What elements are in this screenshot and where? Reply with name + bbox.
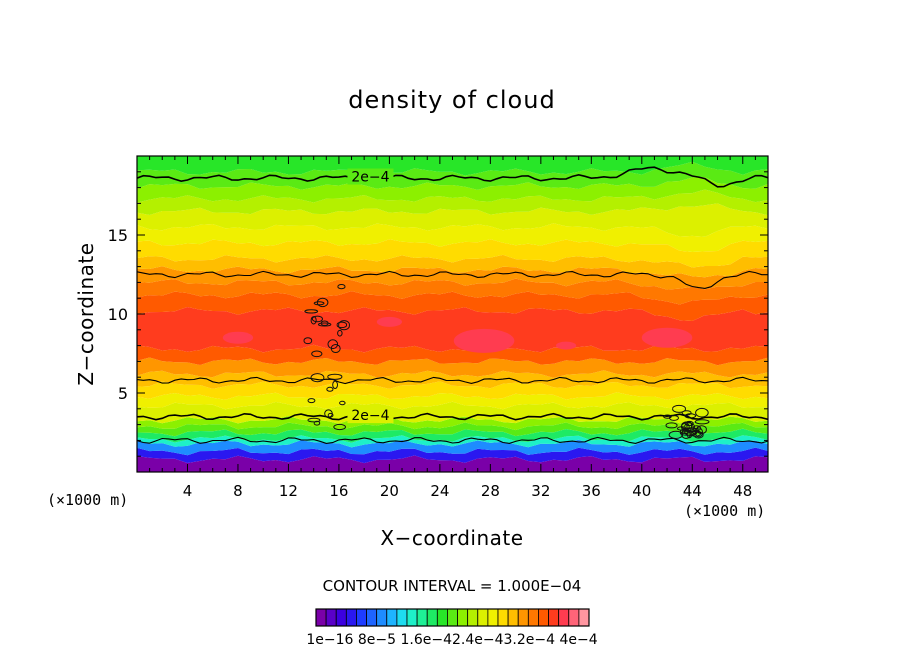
colorbar-swatch (315, 608, 327, 627)
colorbar-swatch (416, 608, 428, 627)
colorbar-swatch (396, 608, 408, 627)
colorbar-swatch (457, 608, 469, 627)
heatmap-core-blob (376, 316, 403, 327)
colorbar-swatch (507, 608, 519, 627)
colorbar-swatch (386, 608, 398, 627)
y-tick-label: 15 (108, 226, 128, 245)
colorbar-swatch (325, 608, 337, 627)
x-tick-label: 20 (380, 482, 399, 500)
x-tick-label: 40 (632, 482, 651, 500)
x-unit-left: (×1000 m) (47, 491, 129, 509)
contour-line (137, 412, 768, 421)
heatmap-band (137, 254, 768, 278)
x-axis-label: X−coordinate (380, 526, 524, 550)
heatmap-band (137, 428, 768, 443)
contour-line (137, 166, 768, 188)
x-tick-label: 36 (582, 482, 601, 500)
heatmap-band (137, 455, 768, 472)
heatmap-band (137, 156, 768, 176)
x-tick-label: 12 (279, 482, 298, 500)
heatmap-band (137, 370, 768, 389)
contour-scribble (663, 404, 710, 439)
colorbar-swatch (568, 608, 580, 627)
contour-label-bg (347, 407, 394, 424)
heatmap-band (137, 357, 768, 378)
contour-interval-text: CONTOUR INTERVAL = 1.000E−04 (322, 577, 582, 595)
heatmap-band (137, 203, 768, 237)
chart-title: density of cloud (348, 86, 556, 114)
heatmap-band (137, 392, 768, 410)
contour-scribble (303, 284, 350, 431)
heatmap-band (137, 416, 768, 431)
colorbar-swatch (517, 608, 529, 627)
colorbar-swatch (345, 608, 357, 627)
colorbar-swatch (436, 608, 448, 627)
heatmap-field (137, 156, 768, 472)
colorbar-swatch (538, 608, 549, 627)
colorbar-swatch (335, 608, 347, 627)
heatmap-band (137, 291, 768, 321)
x-tick-label: 4 (183, 482, 193, 500)
contour-label: 2e−4 (351, 408, 389, 424)
heatmap-core-blob (641, 327, 693, 348)
colorbar-swatch (558, 608, 570, 627)
colorbar-frame (315, 608, 590, 627)
colorbar-swatch (426, 608, 438, 627)
heatmap-core-blob (222, 331, 254, 344)
colorbar-swatch (548, 608, 560, 627)
x-tick-label: 28 (481, 482, 500, 500)
x-tick-label: 16 (329, 482, 348, 500)
heatmap-band (137, 278, 768, 305)
colorbar-swatch (376, 608, 388, 627)
x-tick-label: 48 (733, 482, 752, 500)
heatmap-band (137, 381, 768, 400)
heatmap-band (137, 401, 768, 424)
y-tick-label: 5 (118, 384, 128, 403)
contour-label: 2e−4 (351, 170, 389, 186)
heatmap-band (137, 344, 768, 366)
colorbar-swatch (406, 608, 418, 627)
heatmap-core-blob (555, 341, 577, 350)
colorbar-swatch (578, 608, 590, 627)
heatmap-band (137, 447, 768, 464)
x-tick-label: 24 (430, 482, 449, 500)
contour-label-bg (347, 168, 394, 185)
colorbar-swatch (527, 608, 539, 627)
y-tick-label: 10 (108, 305, 128, 324)
heatmap-band (137, 422, 768, 437)
colorbar-swatch (366, 608, 378, 627)
colorbar-swatch (356, 608, 367, 627)
contour-line (137, 376, 768, 385)
x-tick-label: 32 (531, 482, 550, 500)
x-tick-label: 44 (683, 482, 702, 500)
y-axis-label: Z−coordinate (74, 242, 98, 386)
heatmap-band (137, 239, 768, 268)
heatmap-band (137, 177, 768, 203)
heatmap-band (137, 189, 768, 216)
heatmap-band (137, 439, 768, 456)
x-unit-right: (×1000 m) (684, 502, 766, 520)
colorbar-swatch (477, 608, 489, 627)
colorbar-swatch (487, 608, 499, 627)
heatmap-band (137, 307, 768, 353)
colorbar-swatch (467, 608, 479, 627)
colorbar-swatch (447, 608, 458, 627)
colorbar-tick-labels: 1e−16 8e−5 1.6e−42.4e−43.2e−4 4e−4 (306, 632, 598, 648)
heatmap-band (137, 266, 768, 290)
heatmap-core-blob (453, 328, 515, 353)
colorbar-swatch (497, 608, 509, 627)
x-tick-label: 8 (233, 482, 243, 500)
contour-line (137, 270, 768, 289)
contour-line (137, 436, 768, 444)
heatmap-band (137, 223, 768, 252)
